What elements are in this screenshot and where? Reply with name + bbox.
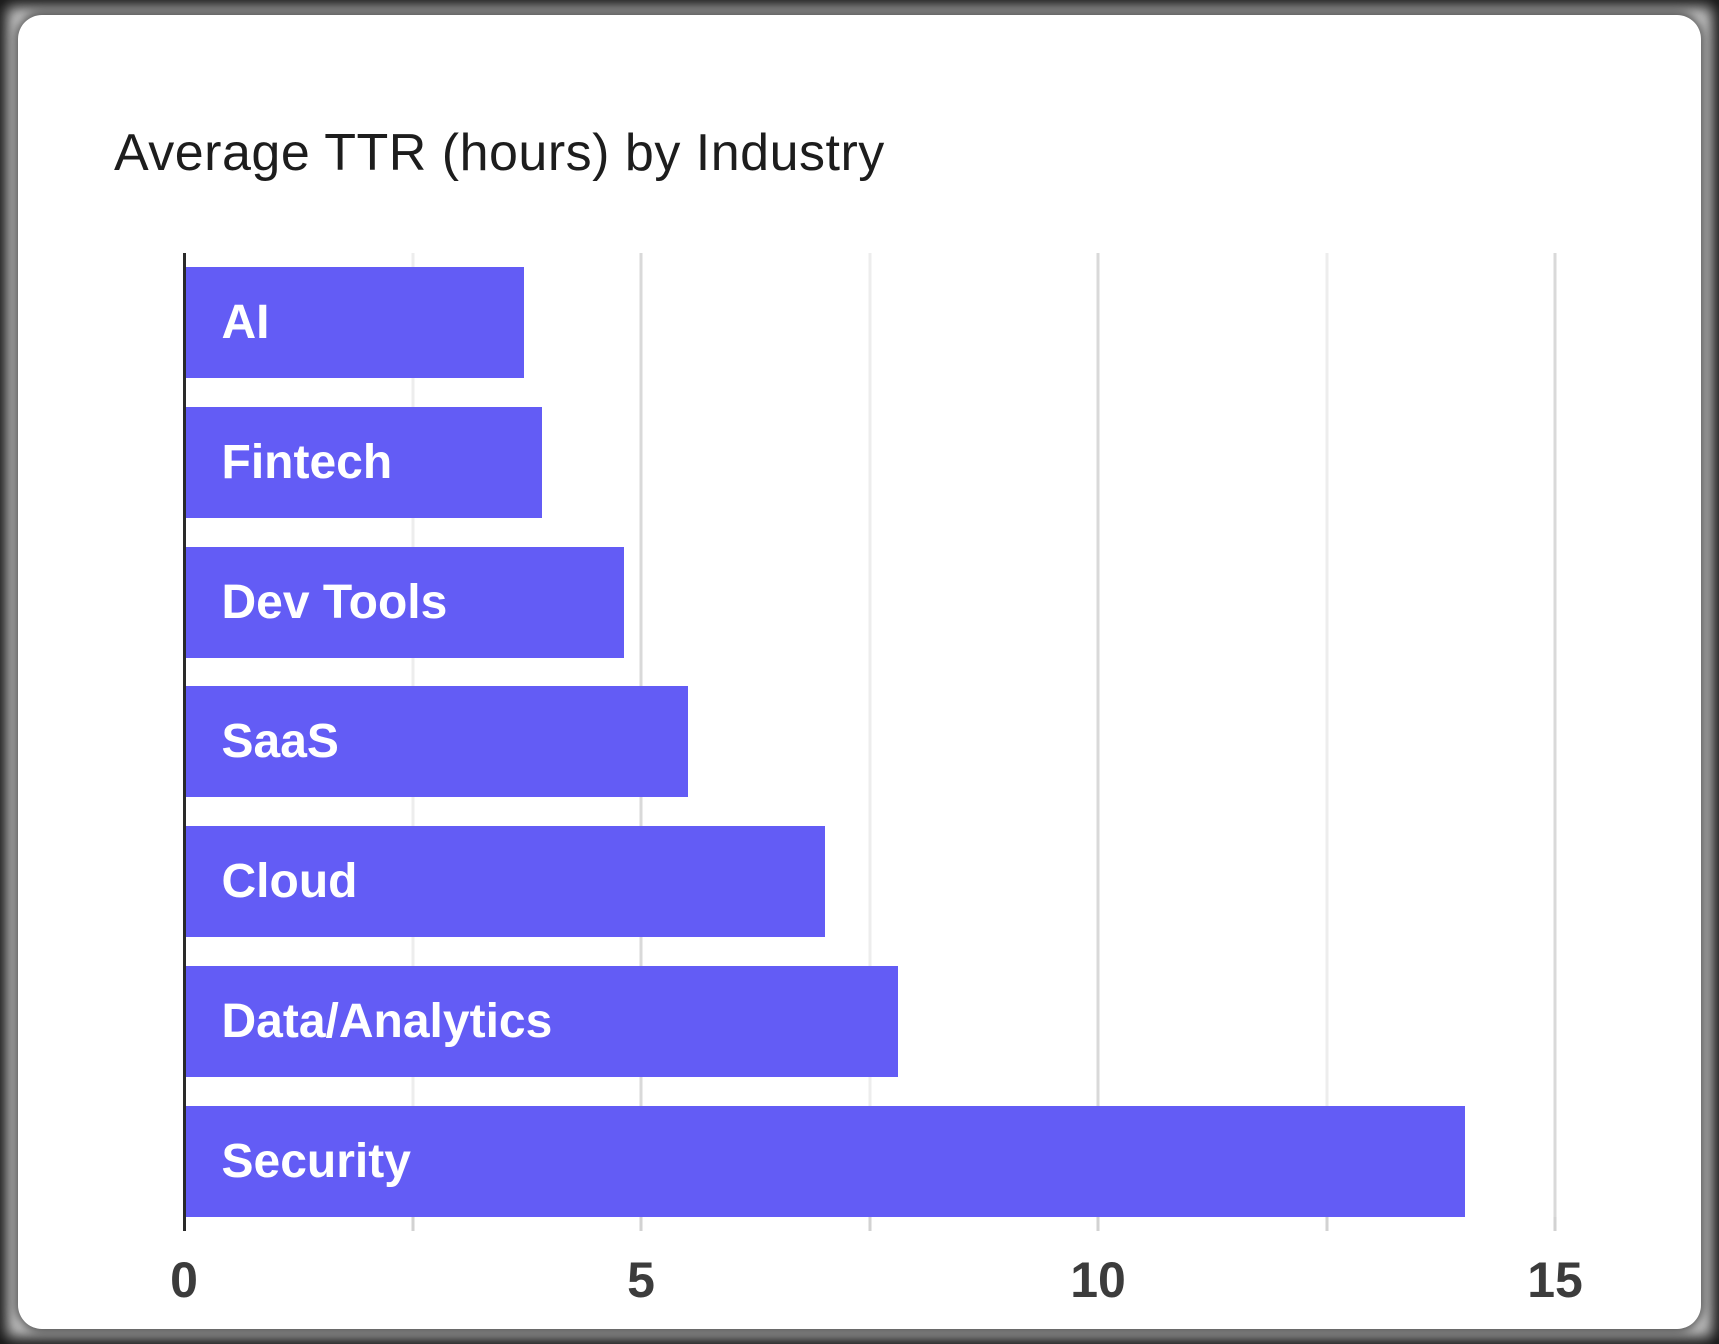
x-tick-label-15: 15 (1527, 1252, 1583, 1308)
bar-label: AI (221, 296, 270, 349)
bar-security: Security (185, 1105, 1466, 1217)
bar-label: Fintech (221, 435, 393, 489)
axis-tick-x-5 (639, 1217, 643, 1231)
axis-tick-x-10 (1096, 1217, 1100, 1231)
bar-data-analytics: Data/Analytics (185, 966, 899, 1077)
gridline-x-7.5 (868, 253, 871, 1217)
chart-title: Average TTR (hours) by Industry (114, 124, 885, 182)
bar-label: Dev Tools (221, 575, 448, 629)
y-axis-line (182, 253, 186, 1231)
bar-cloud: Cloud (185, 826, 826, 938)
bar-label: Security (221, 1134, 411, 1188)
x-tick-label-0: 0 (170, 1252, 198, 1308)
x-tick-label-10: 10 (1070, 1252, 1126, 1308)
chart-card: Average TTR (hours) by Industry AI Fintec… (18, 15, 1701, 1329)
bar-fintech: Fintech (185, 406, 542, 518)
bar-ai: AI (185, 267, 524, 378)
axis-tick-x-7.5 (868, 1217, 871, 1231)
axis-tick-x-2.5 (411, 1217, 414, 1231)
bar-dev-tools: Dev Tools (185, 546, 625, 658)
bar-label: SaaS (221, 715, 339, 769)
gridline-x-12.5 (1325, 253, 1328, 1217)
x-tick-label-5: 5 (627, 1252, 655, 1308)
bar-label: Cloud (221, 855, 358, 909)
axis-tick-x-12.5 (1325, 1217, 1328, 1231)
gridline-x-10 (1096, 253, 1100, 1217)
bar-label: Data/Analytics (221, 995, 553, 1048)
x-axis-tick-labels: 0 5 10 15 (170, 1251, 1624, 1311)
gridline-x-15 (1553, 253, 1557, 1217)
bar-saas: SaaS (185, 686, 689, 798)
axis-tick-x-15 (1553, 1217, 1557, 1231)
bar-chart-plot-area: AI Fintech Dev Tools SaaS Cloud Data/Analytic… (182, 253, 1624, 1231)
